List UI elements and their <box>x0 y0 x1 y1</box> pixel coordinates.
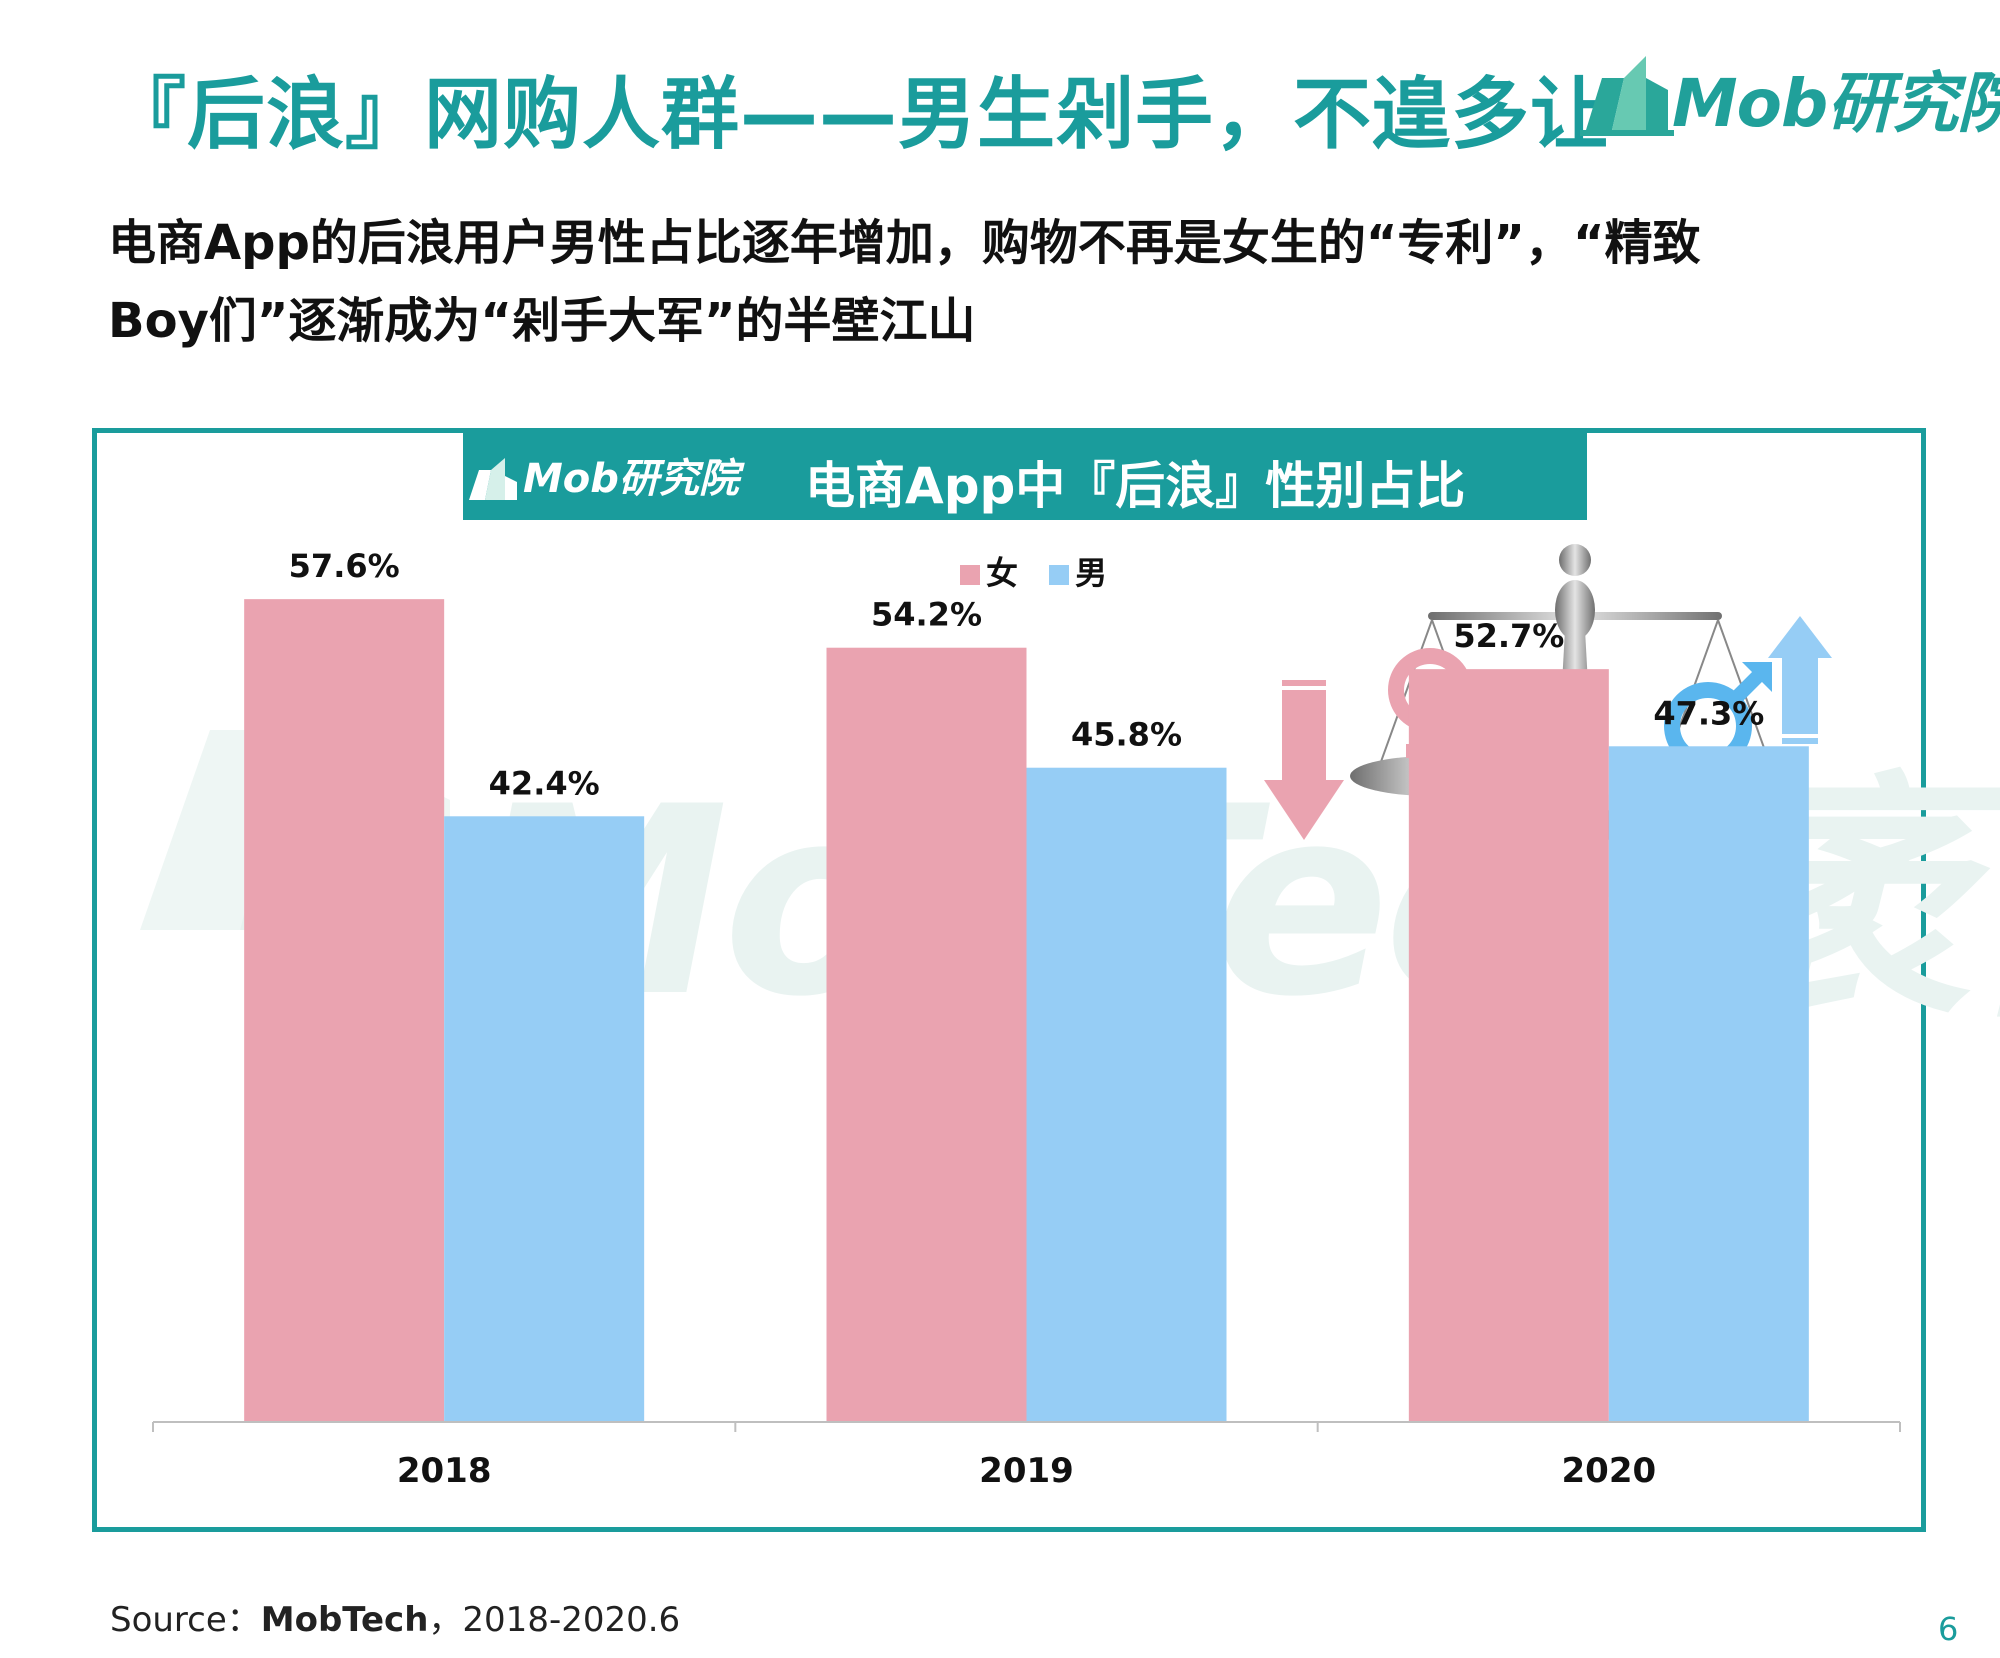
source-name: MobTech <box>260 1600 429 1640</box>
brand-logo-text: Mob研究院 <box>1672 65 2000 142</box>
data-label-female-2019: 54.2% <box>871 596 982 634</box>
arrow-down-icon <box>1264 680 1344 840</box>
data-label-male-2018: 42.4% <box>489 764 600 802</box>
bar-female-2020 <box>1408 669 1609 1422</box>
x-tick-label-2020: 2020 <box>1562 1451 1657 1491</box>
subtitle-line-1: 电商App的后浪用户男性占比逐年增加，购物不再是女生的“专利”，“精致 <box>108 215 1701 271</box>
data-label-female-2020: 52.7% <box>1453 617 1564 655</box>
source-note: Source：MobTech，2018-2020.6 <box>110 1592 680 1641</box>
data-label-male-2020: 47.3% <box>1653 694 1764 732</box>
x-tick-label-2018: 2018 <box>397 1451 492 1491</box>
legend-label-male: 男 <box>1075 554 1108 592</box>
brand-logo: Mob研究院 <box>1572 38 2000 148</box>
chart-legend: 女 男 <box>960 548 1127 594</box>
legend-item-male: 男 <box>1049 554 1107 592</box>
page-subtitle: 电商App的后浪用户男性占比逐年增加，购物不再是女生的“专利”，“精致 Boy们… <box>108 204 1908 360</box>
arrow-up-icon <box>1768 616 1832 744</box>
source-suffix: ，2018-2020.6 <box>428 1600 681 1640</box>
legend-swatch-female <box>960 565 980 585</box>
legend-label-female: 女 <box>986 554 1019 592</box>
brand-logo-icon <box>1580 56 1674 136</box>
x-axis: 2018 2019 2020 <box>152 1421 1901 1491</box>
banner-logo-icon <box>469 458 517 500</box>
data-label-female-2018: 57.6% <box>289 547 400 585</box>
chart-banner: Mob研究院 电商App中『后浪』性别占比 <box>463 432 1587 520</box>
data-label-male-2019: 45.8% <box>1071 716 1182 754</box>
subtitle-line-2: Boy们”逐渐成为“剁手大军”的半壁江山 <box>108 293 976 349</box>
chart-frame <box>92 428 1926 1532</box>
bars-layer: 57.6% 42.4% 54.2% 45.8% 52.7% 47.3% <box>244 547 1809 1422</box>
legend-item-female: 女 <box>960 554 1029 592</box>
bar-male-2018 <box>444 816 645 1422</box>
bar-male-2019 <box>1026 767 1227 1422</box>
legend-swatch-male <box>1049 565 1070 585</box>
bar-female-2018 <box>244 599 445 1422</box>
bar-male-2020 <box>1608 746 1809 1422</box>
banner-brand: Mob研究院 <box>523 456 739 502</box>
x-tick-label-2019: 2019 <box>979 1451 1074 1491</box>
page-title: 『后浪』网购人群——男生剁手，不遑多让 <box>108 70 1610 160</box>
bar-female-2019 <box>826 647 1027 1422</box>
page-number: 6 <box>1938 1610 1959 1648</box>
chart-title: 电商App中『后浪』性别占比 <box>805 457 1466 515</box>
source-prefix: Source： <box>110 1600 261 1640</box>
